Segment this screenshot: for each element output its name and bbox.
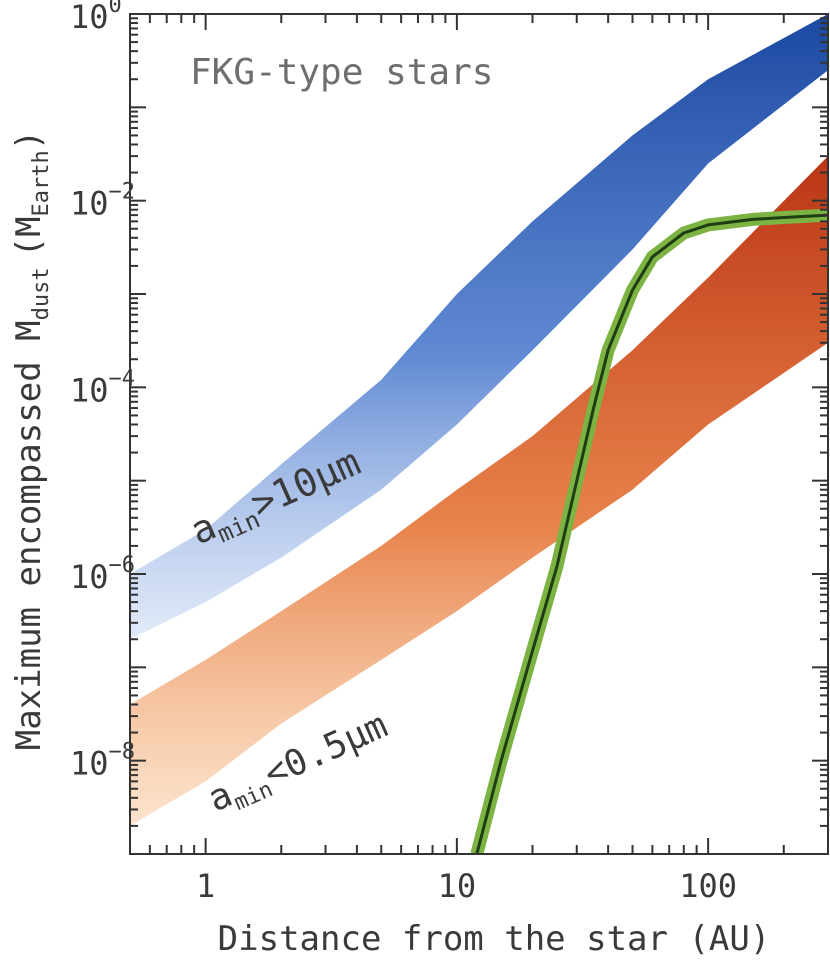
series-band-large-grains [130, 14, 828, 640]
x-tick-label: 100 [679, 867, 737, 905]
y-axis-label: Maximum encompassed Mdust (MEarth) [9, 130, 54, 751]
y-axis-label-unit-open: (M [9, 216, 49, 257]
chart-annotation-title: FKG-type stars [190, 52, 493, 93]
x-tick-label: 1 [196, 867, 215, 905]
series-band-small-grains [130, 156, 828, 826]
x-ticks: 1 10 100 [129, 14, 829, 905]
y-axis-label-unit-close: ) [9, 130, 49, 150]
y-ticks: 10−8 10−6 10−4 10−2 100 [70, 0, 828, 855]
y-tick-label: 10−8 [70, 740, 135, 783]
y-tick-label: 10−2 [70, 180, 135, 223]
y-tick-label: 10−4 [70, 366, 135, 409]
x-tick-label: 10 [438, 867, 477, 905]
y-tick-label: 100 [70, 0, 122, 36]
y-axis-label-main: Maximum encompassed M [9, 320, 49, 750]
x-axis-label: Distance from the star (AU) [218, 919, 771, 959]
y-axis-label-sub: dust [29, 267, 54, 320]
y-tick-label: 10−6 [70, 553, 135, 596]
plot-frame [129, 13, 829, 855]
plot-layer [130, 14, 828, 854]
y-axis-label-unit-sub: Earth [29, 150, 54, 216]
series-green-line [475, 213, 828, 854]
